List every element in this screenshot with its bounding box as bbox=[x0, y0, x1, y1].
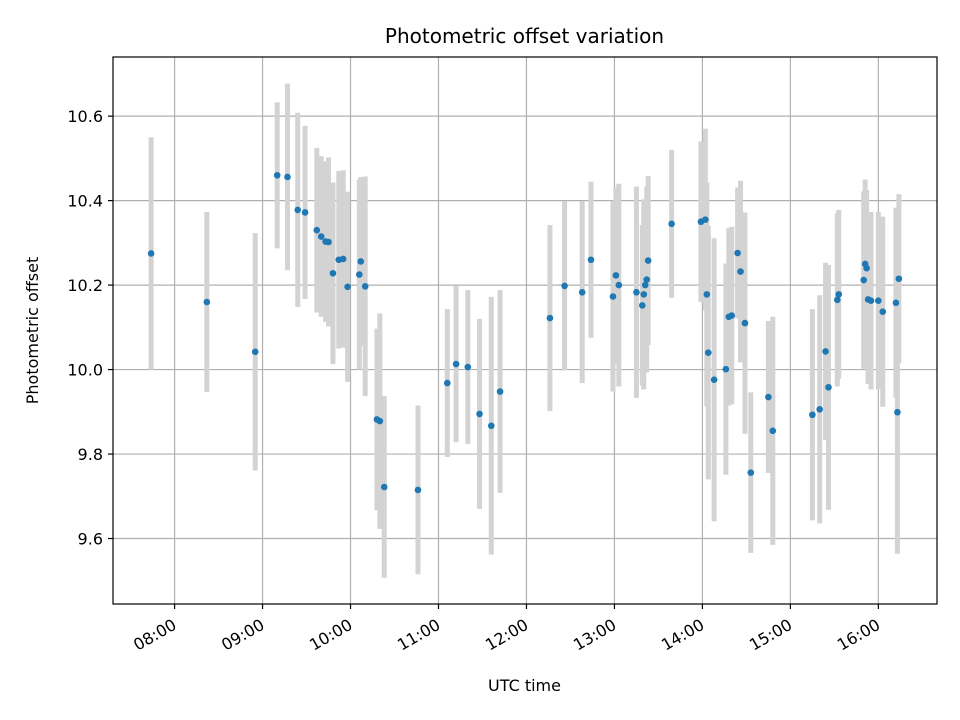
data-point bbox=[633, 288, 640, 296]
plot-frame bbox=[112, 56, 938, 605]
data-point bbox=[702, 216, 709, 223]
data-point bbox=[825, 384, 832, 391]
data-point bbox=[747, 469, 755, 476]
data-point bbox=[892, 299, 900, 307]
data-point bbox=[668, 220, 675, 228]
x-axis-label: UTC time bbox=[488, 676, 561, 695]
data-point bbox=[443, 379, 451, 387]
data-point bbox=[357, 258, 365, 265]
data-point bbox=[769, 427, 777, 435]
chart-title: Photometric offset variation bbox=[385, 24, 664, 48]
data-point bbox=[816, 405, 824, 413]
data-point bbox=[313, 226, 321, 234]
data-point bbox=[875, 297, 882, 305]
data-point bbox=[703, 291, 711, 298]
data-point bbox=[609, 293, 617, 300]
data-point bbox=[487, 422, 495, 430]
data-point bbox=[765, 393, 772, 401]
data-point bbox=[273, 171, 281, 179]
data-point bbox=[339, 255, 347, 263]
data-point bbox=[496, 388, 504, 395]
data-point bbox=[476, 410, 483, 418]
data-point bbox=[894, 408, 901, 416]
data-point bbox=[356, 271, 363, 278]
data-point bbox=[147, 250, 155, 257]
data-point bbox=[361, 283, 369, 290]
data-point bbox=[452, 360, 460, 368]
data-point bbox=[344, 283, 351, 291]
data-point bbox=[284, 173, 291, 181]
y-axis-ticks: 9.6 9.8 10.0 10.2 10.4 10.6 bbox=[67, 107, 113, 549]
y-tick-label: 10.2 bbox=[67, 276, 103, 295]
y-tick-label: 10.6 bbox=[67, 107, 103, 126]
data-point bbox=[741, 319, 749, 327]
grid bbox=[113, 57, 937, 604]
data-point bbox=[704, 349, 712, 356]
data-point bbox=[203, 298, 211, 306]
y-tick-label: 9.6 bbox=[78, 530, 103, 549]
data-point bbox=[737, 268, 744, 275]
data-point bbox=[734, 249, 741, 257]
data-point bbox=[615, 281, 623, 289]
data-point bbox=[895, 275, 903, 283]
data-point bbox=[561, 282, 568, 290]
data-point bbox=[301, 209, 309, 216]
data-point bbox=[587, 256, 595, 264]
data-point bbox=[464, 363, 472, 371]
data-point bbox=[722, 365, 730, 373]
data-point bbox=[860, 276, 867, 284]
data-point bbox=[643, 276, 650, 283]
data-point bbox=[294, 206, 302, 214]
y-tick-label: 9.8 bbox=[78, 445, 103, 464]
data-point bbox=[879, 308, 887, 316]
data-point bbox=[329, 269, 337, 277]
data-point bbox=[809, 411, 816, 419]
data-point bbox=[728, 312, 736, 319]
data-point bbox=[710, 376, 718, 384]
data-point bbox=[578, 288, 586, 296]
data-point bbox=[867, 297, 875, 305]
data-point bbox=[317, 233, 325, 240]
data-point bbox=[863, 264, 870, 272]
data-point bbox=[325, 238, 332, 246]
data-point bbox=[376, 417, 384, 425]
data-point bbox=[414, 486, 422, 494]
data-point bbox=[380, 483, 388, 491]
data-point bbox=[251, 348, 259, 356]
data-point bbox=[641, 281, 649, 289]
data-point bbox=[835, 291, 843, 298]
y-tick-label: 10.0 bbox=[67, 361, 103, 380]
data-point bbox=[640, 291, 648, 298]
data-point bbox=[833, 296, 841, 304]
data-point bbox=[644, 257, 652, 264]
y-axis-label: Photometric offset bbox=[23, 257, 42, 405]
data-point bbox=[612, 272, 620, 279]
data-points bbox=[147, 171, 903, 494]
data-point bbox=[638, 302, 646, 309]
data-point bbox=[546, 314, 554, 322]
data-point bbox=[822, 348, 829, 355]
y-tick-label: 10.4 bbox=[67, 192, 103, 211]
